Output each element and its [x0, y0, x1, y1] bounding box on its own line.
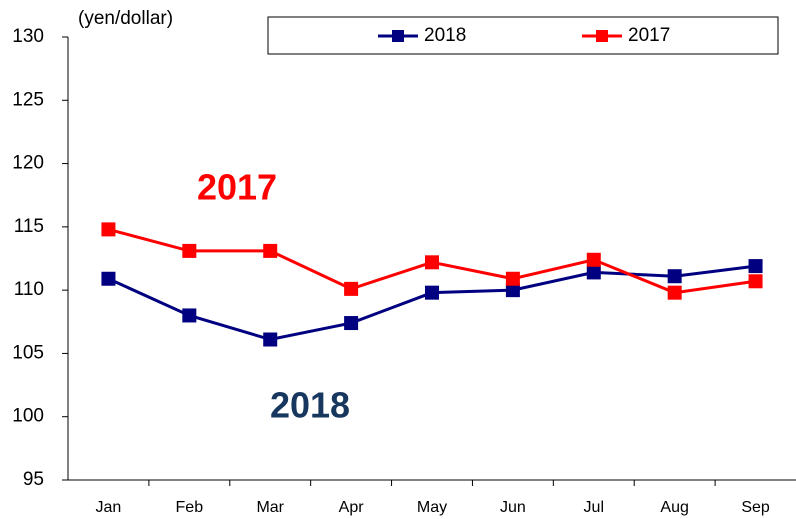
series-marker — [344, 316, 359, 331]
x-tick-label: Jun — [500, 499, 526, 516]
x-tick-label: Jul — [584, 499, 604, 516]
x-tick-label: Apr — [339, 499, 365, 516]
series-marker — [667, 269, 682, 284]
y-tick-label: 110 — [14, 279, 44, 300]
series-marker — [263, 332, 278, 347]
y-tick-label: 95 — [23, 469, 44, 490]
x-tick-label: May — [417, 499, 447, 516]
y-tick-label: 120 — [12, 153, 44, 174]
x-tick-label: Sep — [741, 499, 770, 516]
series-marker — [505, 283, 520, 298]
series-marker — [586, 252, 601, 267]
legend-label: 2018 — [424, 25, 466, 46]
y-tick-label: 115 — [14, 216, 44, 237]
series-marker — [344, 281, 359, 296]
series-marker — [263, 243, 278, 258]
series-marker — [182, 243, 197, 258]
series-marker — [101, 222, 116, 237]
y-tick-label: 105 — [12, 342, 44, 363]
y-tick-label: 125 — [12, 89, 44, 110]
series-marker — [586, 265, 601, 280]
series-line — [107, 264, 756, 342]
x-tick-label: Mar — [256, 499, 284, 516]
x-tick-label: Aug — [660, 499, 688, 516]
series-marker — [182, 308, 197, 323]
series-marker — [425, 285, 439, 300]
series-marker — [748, 259, 763, 274]
x-tick-label: Jan — [96, 499, 122, 516]
series-marker — [505, 271, 520, 286]
legend-box — [267, 16, 779, 55]
legend-marker — [596, 30, 608, 42]
annotation: 2018 — [270, 385, 350, 426]
series-marker — [101, 271, 116, 286]
legend-label: 2017 — [628, 25, 670, 46]
x-tick-label: Feb — [176, 499, 204, 516]
series-marker — [425, 255, 439, 270]
y-tick-label: 100 — [12, 406, 44, 427]
legend-marker — [392, 30, 404, 42]
series-marker — [748, 274, 763, 289]
y-axis-label: (yen/dollar) — [78, 8, 173, 29]
y-tick-label: 130 — [12, 26, 44, 47]
series-marker — [667, 285, 682, 300]
annotation: 2017 — [197, 167, 277, 208]
